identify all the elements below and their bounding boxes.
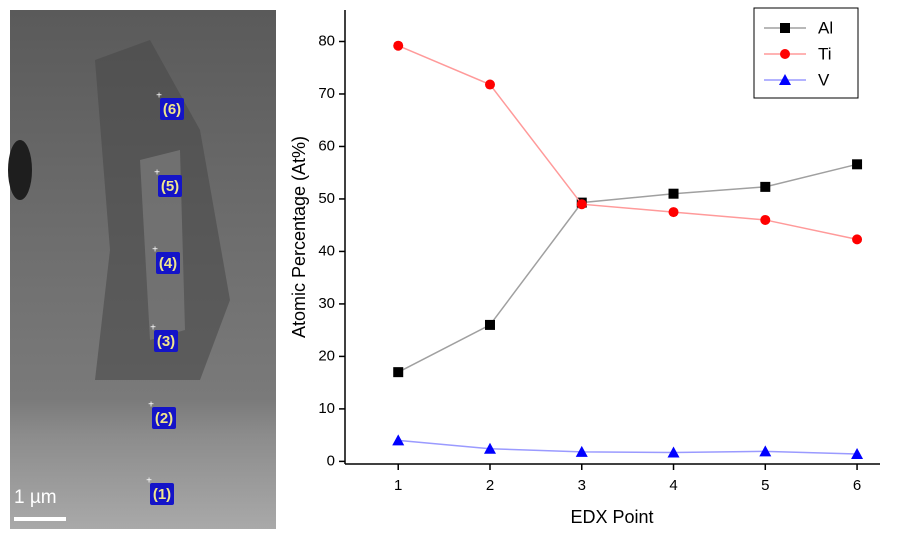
- x-tick-label: 4: [669, 477, 677, 494]
- point: [392, 434, 405, 446]
- legend-label: Ti: [818, 44, 832, 63]
- y-tick-label: 20: [318, 347, 335, 364]
- marker-label: (5): [161, 178, 179, 195]
- legend-marker: [779, 74, 791, 85]
- marker-cross: +: [152, 245, 158, 256]
- point: [667, 446, 680, 458]
- point: [393, 40, 404, 51]
- dark-spot: [8, 140, 32, 200]
- marker-cross: +: [148, 400, 154, 411]
- micrograph: 1 µm: [8, 10, 276, 529]
- marker-box: [156, 252, 180, 274]
- legend-marker: [780, 23, 790, 33]
- marker-box: [160, 98, 184, 120]
- series-line: [398, 439, 858, 455]
- light-band: [140, 150, 185, 340]
- point: [484, 79, 495, 90]
- point: [575, 445, 588, 457]
- marker-box: [158, 175, 182, 197]
- marker-cross: +: [154, 168, 160, 179]
- x-axis-label: EDX Point: [570, 507, 653, 527]
- point: [760, 181, 771, 192]
- marker-cross: +: [156, 91, 162, 102]
- marker-label: (1): [153, 486, 171, 503]
- legend-label: V: [818, 70, 830, 89]
- marker-label: (4): [159, 255, 177, 272]
- point: [393, 367, 404, 378]
- marker-label: (6): [163, 101, 181, 118]
- y-tick-label: 50: [318, 190, 335, 207]
- x-tick-label: 2: [486, 477, 494, 494]
- legend-box: [753, 7, 859, 99]
- legend-marker: [780, 49, 790, 59]
- y-axis-label: Atomic Percentage (At%): [289, 136, 309, 338]
- y-tick-label: 30: [318, 295, 335, 312]
- y-tick-label: 80: [318, 32, 335, 49]
- point: [576, 199, 587, 210]
- y-tick-label: 10: [318, 400, 335, 417]
- point: [484, 319, 495, 330]
- x-tick-label: 3: [578, 477, 586, 494]
- point: [852, 234, 863, 245]
- point: [668, 207, 679, 218]
- x-tick-label: 1: [394, 477, 402, 494]
- x-tick-label: 6: [853, 477, 861, 494]
- point: [759, 445, 772, 457]
- y-tick-label: 70: [318, 85, 335, 102]
- marker-cross: +: [146, 476, 152, 487]
- x-tick-label: 5: [761, 477, 769, 494]
- y-tick-label: 60: [318, 137, 335, 154]
- marker-box: [154, 330, 178, 352]
- point: [668, 188, 679, 199]
- scale-bar-label: 1 µm: [14, 487, 57, 508]
- plot: 0 10 20 30 40 50 60 70 80 1 2 3 4 5 6 Al Ti V: [318, 7, 880, 494]
- point: [851, 448, 864, 460]
- legend-label: Al: [818, 18, 833, 37]
- marker-label: (3): [157, 333, 175, 350]
- marker-box: [150, 483, 174, 505]
- y-tick-label: 40: [318, 242, 335, 259]
- series-line: [397, 163, 858, 373]
- series-line: [397, 44, 858, 241]
- marker-label: (2): [155, 410, 173, 427]
- point: [852, 159, 863, 170]
- marker-box: [152, 407, 176, 429]
- point: [483, 442, 496, 454]
- y-tick-label: 0: [327, 452, 335, 469]
- marker-cross: +: [150, 323, 156, 334]
- point: [760, 214, 771, 225]
